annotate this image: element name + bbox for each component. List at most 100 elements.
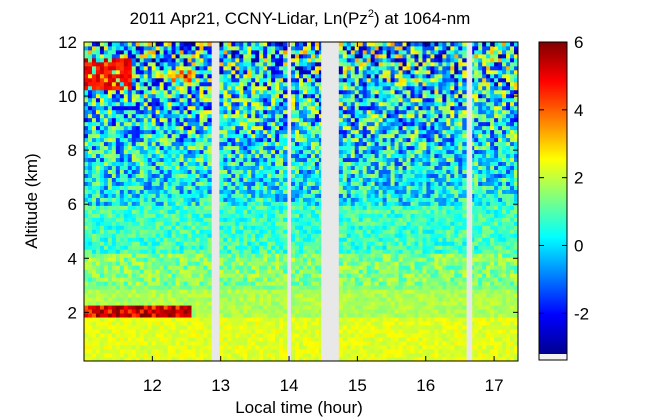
heatmap-cell — [267, 281, 272, 286]
heatmap-cell — [147, 233, 153, 238]
heatmap-cell — [103, 317, 109, 322]
heatmap-cell — [342, 141, 348, 147]
heatmap-cell — [171, 349, 176, 354]
heatmap-cell — [143, 53, 149, 59]
heatmap-cell — [203, 45, 208, 51]
heatmap-cell — [119, 157, 125, 163]
heatmap-cell — [299, 201, 304, 206]
heatmap-cell — [259, 345, 264, 350]
heatmap-cell — [87, 289, 93, 294]
heatmap-cell — [295, 105, 300, 111]
heatmap-cell — [187, 189, 192, 194]
heatmap-cell — [223, 297, 228, 302]
heatmap-cell — [299, 129, 304, 135]
heatmap-cell — [279, 317, 284, 322]
heatmap-cell — [91, 137, 97, 143]
heatmap-cell — [183, 257, 188, 262]
heatmap-cell — [163, 193, 169, 198]
heatmap-cell — [84, 313, 89, 318]
heatmap-cell — [111, 145, 117, 151]
heatmap-cell — [239, 273, 244, 278]
heatmap-cell — [87, 353, 93, 358]
heatmap-cell — [279, 321, 284, 326]
heatmap-cell — [219, 109, 224, 115]
heatmap-cell — [175, 237, 180, 242]
heatmap-cell — [107, 261, 113, 266]
heatmap-cell — [131, 321, 137, 326]
heatmap-cell — [342, 281, 348, 286]
heatmap-cell — [175, 249, 180, 254]
heatmap-cell — [91, 313, 97, 318]
heatmap-cell — [227, 81, 232, 87]
heatmap-cell — [187, 257, 192, 262]
heatmap-cell — [346, 133, 352, 139]
heatmap-cell — [227, 317, 232, 322]
heatmap-cell — [279, 349, 284, 354]
heatmap-cell — [84, 77, 89, 83]
heatmap-cell — [187, 141, 192, 147]
heatmap-cell — [259, 93, 264, 99]
heatmap-cell — [107, 253, 113, 258]
heatmap-cell — [103, 117, 109, 123]
heatmap-cell — [111, 297, 117, 302]
heatmap-cell — [135, 197, 141, 202]
heatmap-cell — [235, 61, 240, 67]
heatmap-cell — [346, 49, 352, 55]
heatmap-cell — [95, 137, 101, 143]
heatmap-cell — [338, 293, 344, 298]
heatmap-cell — [203, 42, 208, 47]
heatmap-cell — [306, 233, 312, 238]
heatmap-cell — [354, 225, 360, 230]
heatmap-cell — [147, 61, 153, 67]
heatmap-cell — [131, 189, 137, 194]
heatmap-cell — [291, 341, 296, 346]
heatmap-cell — [239, 113, 244, 119]
heatmap-cell — [243, 65, 248, 71]
heatmap-cell — [299, 209, 304, 214]
heatmap-cell — [119, 61, 125, 67]
heatmap-cell — [179, 201, 184, 206]
heatmap-cell — [231, 105, 236, 111]
heatmap-cell — [87, 145, 93, 151]
heatmap-cell — [267, 42, 272, 47]
heatmap-cell — [187, 169, 192, 174]
heatmap-cell — [135, 257, 141, 262]
heatmap-cell — [314, 93, 320, 99]
heatmap-cell — [251, 353, 256, 358]
heatmap-cell — [175, 305, 180, 310]
heatmap-cell — [306, 57, 312, 63]
heatmap-cell — [115, 281, 121, 286]
heatmap-cell — [346, 277, 352, 282]
heatmap-cell — [171, 265, 176, 270]
heatmap-cell — [131, 113, 137, 119]
heatmap-cell — [291, 273, 296, 278]
heatmap-cell — [107, 193, 113, 198]
heatmap-cell — [346, 253, 352, 258]
heatmap-cell — [179, 169, 184, 174]
heatmap-cell — [350, 137, 356, 143]
heatmap-cell — [227, 113, 232, 119]
heatmap-cell — [203, 289, 208, 294]
heatmap-cell — [147, 325, 153, 330]
heatmap-cell — [163, 49, 169, 55]
heatmap-cell — [187, 321, 192, 326]
heatmap-cell — [302, 85, 308, 91]
heatmap-cell — [255, 57, 260, 63]
heatmap-cell — [111, 85, 117, 91]
heatmap-cell — [275, 197, 280, 202]
heatmap-cell — [103, 105, 109, 111]
heatmap-cell — [84, 317, 89, 322]
heatmap-cell — [354, 117, 360, 123]
heatmap-cell — [175, 85, 180, 91]
heatmap-cell — [235, 161, 240, 167]
heatmap-cell — [251, 221, 256, 226]
heatmap-cell — [235, 105, 240, 111]
heatmap-cell — [127, 161, 133, 167]
heatmap-cell — [155, 85, 161, 91]
heatmap-cell — [99, 201, 105, 206]
heatmap-cell — [251, 117, 256, 123]
heatmap-cell — [143, 145, 149, 151]
heatmap-cell — [87, 125, 93, 131]
heatmap-cell — [191, 345, 196, 350]
heatmap-cell — [107, 289, 113, 294]
